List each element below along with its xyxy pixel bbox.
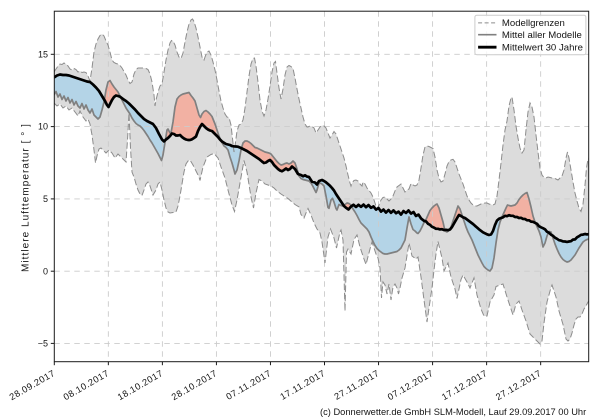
svg-text:Mittel aller Modelle: Mittel aller Modelle xyxy=(502,30,582,41)
svg-text:0: 0 xyxy=(43,266,48,276)
svg-text:(c) Donnerwetter.de GmbH SLM-M: (c) Donnerwetter.de GmbH SLM-Modell, Lau… xyxy=(320,407,586,417)
svg-text:5: 5 xyxy=(43,194,48,204)
svg-text:−5: −5 xyxy=(38,339,48,349)
svg-text:10: 10 xyxy=(38,122,48,132)
svg-text:15: 15 xyxy=(38,49,48,59)
svg-text:Modellgrenzen: Modellgrenzen xyxy=(502,18,565,29)
svg-text:Mittlere Lufttemperatur [ ° ]: Mittlere Lufttemperatur [ ° ] xyxy=(21,123,32,272)
svg-text:Mittelwert 30 Jahre: Mittelwert 30 Jahre xyxy=(502,42,583,53)
